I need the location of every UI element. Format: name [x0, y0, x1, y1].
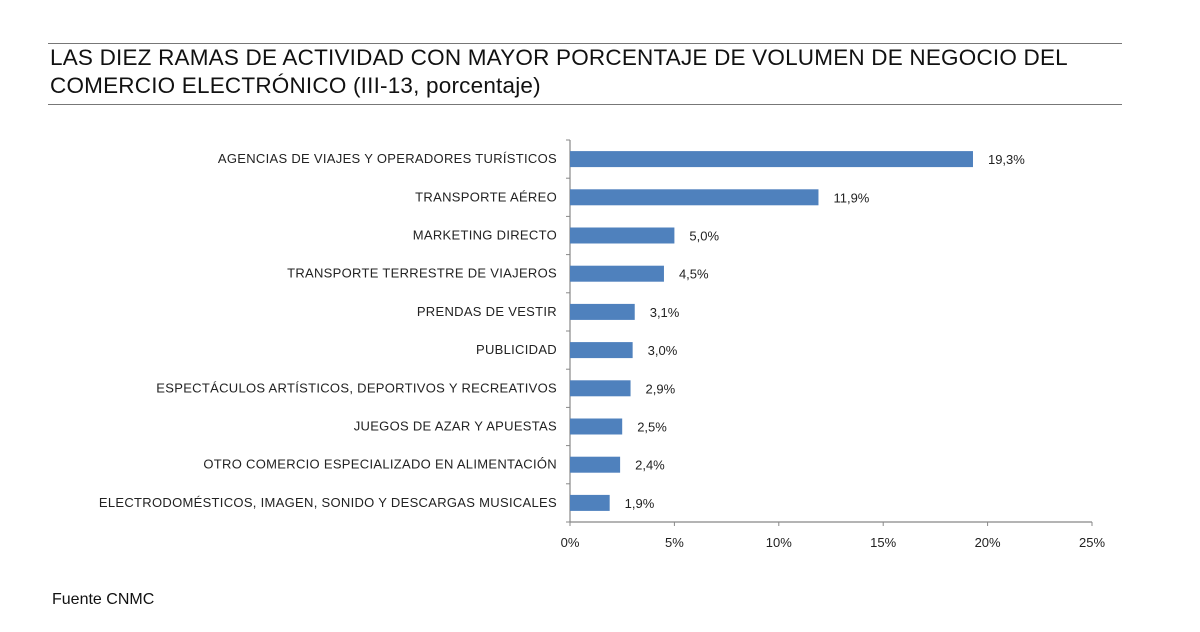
category-label: AGENCIAS DE VIAJES Y OPERADORES TURÍSTIC…: [218, 151, 557, 166]
bar: [570, 456, 621, 473]
category-label: ELECTRODOMÉSTICOS, IMAGEN, SONIDO Y DESC…: [99, 495, 557, 510]
bar: [570, 342, 633, 359]
bar: [570, 265, 664, 282]
bar: [570, 303, 635, 320]
x-tick-label: 5%: [665, 535, 684, 550]
x-tick-label: 25%: [1079, 535, 1105, 550]
category-label: TRANSPORTE TERRESTRE DE VIAJEROS: [287, 266, 557, 281]
data-label: 2,9%: [646, 381, 676, 396]
bar: [570, 189, 819, 206]
data-label: 1,9%: [625, 496, 655, 511]
category-label: PUBLICIDAD: [476, 342, 557, 357]
category-label: ESPECTÁCULOS ARTÍSTICOS, DEPORTIVOS Y RE…: [156, 380, 557, 395]
x-tick-label: 0%: [561, 535, 580, 550]
x-tick-label: 15%: [870, 535, 896, 550]
bar: [570, 380, 631, 397]
category-label: OTRO COMERCIO ESPECIALIZADO EN ALIMENTAC…: [203, 457, 557, 472]
data-label: 3,1%: [650, 305, 680, 320]
x-tick-label: 10%: [766, 535, 792, 550]
chart-title: LAS DIEZ RAMAS DE ACTIVIDAD CON MAYOR PO…: [50, 45, 1068, 98]
category-label: PRENDAS DE VESTIR: [417, 304, 557, 319]
category-label: JUEGOS DE AZAR Y APUESTAS: [354, 419, 557, 434]
category-label: TRANSPORTE AÉREO: [415, 189, 557, 204]
bar: [570, 227, 675, 244]
bar: [570, 494, 610, 511]
category-label: MARKETING DIRECTO: [413, 228, 557, 243]
bar: [570, 151, 973, 168]
source-note: Fuente CNMC: [52, 591, 155, 608]
data-label: 2,4%: [635, 458, 665, 473]
data-label: 2,5%: [637, 420, 667, 435]
x-tick-label: 20%: [975, 535, 1001, 550]
data-label: 19,3%: [988, 152, 1025, 167]
data-label: 3,0%: [648, 343, 678, 358]
title-bottom-rule: [48, 104, 1122, 105]
title-top-rule: [48, 43, 1122, 44]
data-label: 11,9%: [833, 190, 869, 205]
data-label: 5,0%: [689, 229, 719, 244]
data-label: 4,5%: [679, 267, 709, 282]
bar: [570, 418, 623, 435]
